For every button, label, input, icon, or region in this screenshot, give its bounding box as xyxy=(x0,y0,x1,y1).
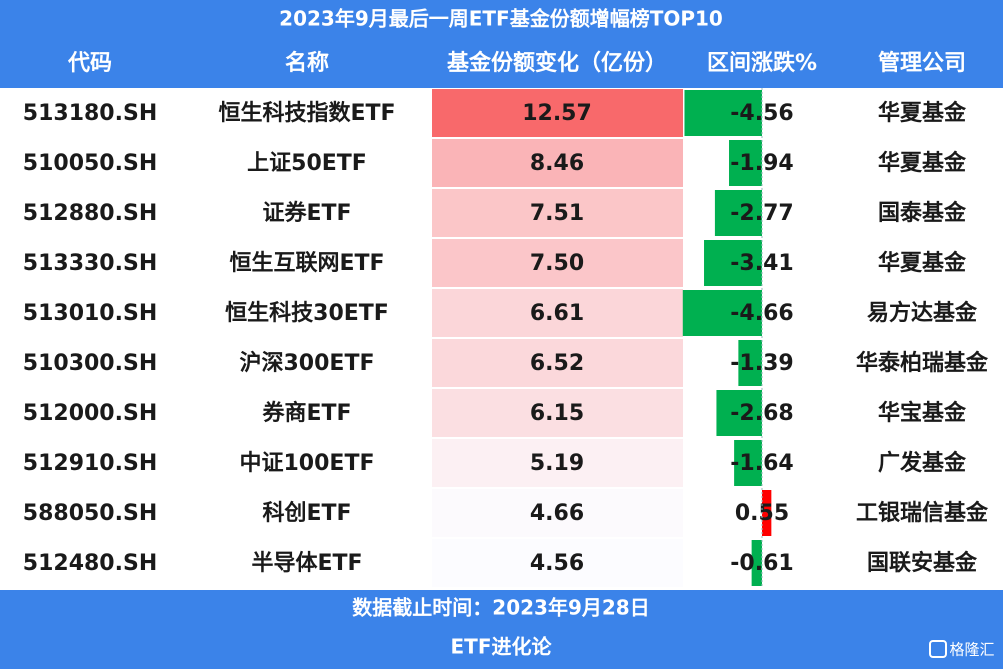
cell-text: 7.51 xyxy=(530,201,584,226)
column-header: 区间涨跌% xyxy=(707,51,817,76)
cell-text: 中证100ETF xyxy=(240,451,375,476)
change-bar xyxy=(714,190,762,236)
logo-icon xyxy=(929,640,947,658)
heat-cell xyxy=(432,189,683,237)
footer-source: ETF进化论 xyxy=(451,635,553,659)
cell-text: 易方达基金 xyxy=(867,300,978,326)
heat-cell xyxy=(432,289,683,337)
cell-text: 4.66 xyxy=(530,501,584,526)
cell-text: 券商ETF xyxy=(261,400,351,426)
cell-text: 华夏基金 xyxy=(878,150,967,176)
cell-text: 上证50ETF xyxy=(247,151,367,176)
change-bar xyxy=(762,490,772,536)
cell-text: -1.39 xyxy=(730,351,793,376)
cell-text: 512880.SH xyxy=(23,201,157,226)
cell-text: 513010.SH xyxy=(23,301,157,326)
watermark: 格隆汇 xyxy=(949,641,994,659)
title: 2023年9月最后一周ETF基金份额增幅榜TOP10 xyxy=(279,7,723,31)
cell-text: 512480.SH xyxy=(23,551,157,576)
cell-text: 国联安基金 xyxy=(867,550,978,576)
column-header: 代码 xyxy=(67,51,112,76)
cell-text: 512910.SH xyxy=(23,451,157,476)
heat-cell xyxy=(432,439,683,487)
cell-text: -1.94 xyxy=(730,151,793,176)
cell-text: 工银瑞信基金 xyxy=(856,500,989,526)
cell-text: 513330.SH xyxy=(23,251,157,276)
cell-text: 恒生互联网ETF xyxy=(229,250,384,276)
cell-text: 12.57 xyxy=(522,101,592,126)
cell-text: 华泰柏瑞基金 xyxy=(856,350,989,376)
heat-cell xyxy=(432,389,683,437)
cell-text: 6.52 xyxy=(530,351,584,376)
cell-text: 广发基金 xyxy=(878,450,967,476)
table-body: 513180.SH 恒生科技指数ETF 12.57 -4.56 华夏基金510050.S… xyxy=(23,88,989,588)
column-header: 管理公司 xyxy=(878,50,966,76)
cell-text: 512000.SH xyxy=(23,401,157,426)
heat-cell xyxy=(432,539,683,587)
heat-cell xyxy=(432,239,683,287)
cell-text: -1.64 xyxy=(730,451,793,476)
heat-cell xyxy=(432,89,683,137)
cell-text: 5.19 xyxy=(530,451,584,476)
cell-text: 588050.SH xyxy=(23,501,157,526)
cell-text: 国泰基金 xyxy=(878,200,967,226)
cell-text: 7.50 xyxy=(530,251,584,276)
change-bar xyxy=(704,240,762,286)
heat-cell xyxy=(432,139,683,187)
cell-text: 510300.SH xyxy=(23,351,157,376)
cell-text: 恒生科技30ETF xyxy=(225,300,389,326)
cell-text: 华宝基金 xyxy=(878,400,967,426)
cell-text: 6.61 xyxy=(530,301,584,326)
cell-text: 513180.SH xyxy=(23,101,157,126)
heat-cell xyxy=(432,339,683,387)
cell-text: 证券ETF xyxy=(262,200,351,226)
header-bg xyxy=(0,0,1003,88)
change-bar xyxy=(684,90,762,136)
change-bar xyxy=(751,540,762,586)
cell-text: 华夏基金 xyxy=(878,250,967,276)
footer-bg xyxy=(0,590,1003,669)
change-bar xyxy=(729,140,762,186)
change-bar xyxy=(716,390,762,436)
cell-text: 6.15 xyxy=(530,401,584,426)
cell-text: 华夏基金 xyxy=(878,100,967,126)
footer-note: 数据截止时间：2023年9月28日 xyxy=(352,596,649,620)
column-header: 名称 xyxy=(285,50,329,76)
change-bar xyxy=(682,290,762,336)
cell-text: 4.56 xyxy=(530,551,584,576)
cell-text: 8.46 xyxy=(530,151,584,176)
cell-text: -3.41 xyxy=(730,251,793,276)
cell-text: 科创ETF xyxy=(262,501,351,526)
cell-text: -0.61 xyxy=(730,551,793,576)
cell-text: 510050.SH xyxy=(23,151,157,176)
change-bar xyxy=(738,340,762,386)
cell-text: 半导体ETF xyxy=(251,551,362,576)
change-bar xyxy=(734,440,762,486)
heat-cell xyxy=(432,489,683,537)
cell-text: 恒生科技指数ETF xyxy=(218,100,395,126)
cell-text: 沪深300ETF xyxy=(240,350,375,376)
column-header: 基金份额变化（亿份） xyxy=(447,50,667,76)
